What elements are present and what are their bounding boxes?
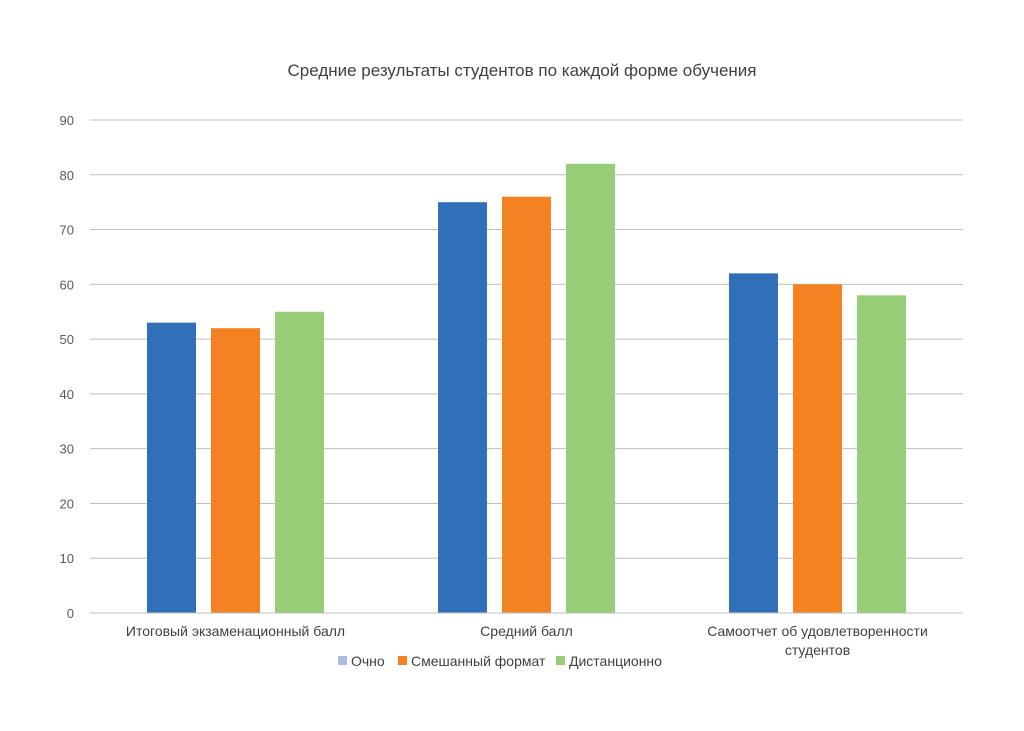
y-tick-label: 20 [60,496,74,511]
bar-1-1 [147,322,196,613]
legend-swatch-3 [556,656,565,665]
x-category-label: Самоотчет об удовлетворенности [707,623,928,639]
x-category-label: студентов [785,642,850,658]
bar-1-2 [211,328,260,613]
y-tick-label: 30 [60,442,74,457]
y-tick-label: 10 [60,551,74,566]
bar-2-3 [566,163,615,614]
legend-label-1: Очно [351,653,385,669]
y-tick-label: 60 [60,277,74,292]
bar-3-3 [857,295,906,613]
y-tick-label: 90 [60,113,74,128]
y-tick-label: 0 [67,606,74,621]
chart-title: Средние результаты студентов по каждой ф… [288,61,757,80]
x-axis-categories: Итоговый экзаменационный балл Средний бал… [126,623,928,658]
legend-label-2: Смешанный формат [411,653,546,669]
legend-swatch-2 [398,656,407,665]
y-tick-label: 70 [60,223,74,238]
bar-3-1 [729,273,778,613]
bar-3-2 [793,284,842,613]
bar-2-1 [438,202,487,613]
y-tick-label: 80 [60,168,74,183]
x-category-label: Средний балл [480,623,573,639]
y-tick-label: 40 [60,387,74,402]
y-axis-ticks: 0 10 20 30 40 50 60 70 80 90 [60,113,74,621]
legend-label-3: Дистанционно [569,653,662,669]
x-category-label: Итоговый экзаменационный балл [126,623,345,639]
bar-2-2 [502,196,551,613]
y-tick-label: 50 [60,332,74,347]
legend-swatch-1 [338,656,347,665]
legend: Очно Смешанный формат Дистанционно [338,653,662,669]
bar-1-3 [275,311,324,613]
bars [147,163,906,614]
